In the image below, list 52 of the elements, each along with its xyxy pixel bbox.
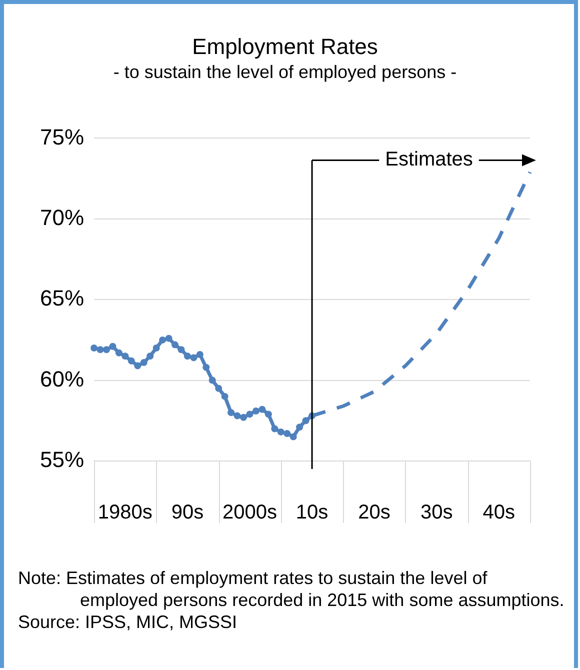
point [258, 406, 266, 413]
text: Note: Estimates of employment rates to sustain the level of employed persons recorded in 2015 with some assumptions. [18, 567, 566, 611]
x-tick-label: 2000s [222, 502, 277, 524]
annotation: Estimates [385, 148, 473, 171]
point [134, 362, 142, 370]
point [184, 352, 191, 360]
x-tick-label: 1980s [98, 502, 152, 524]
point [234, 412, 241, 420]
source-note: Source: IPSS, MIC, MGSSI [18, 611, 238, 633]
point [252, 407, 260, 414]
point [264, 410, 272, 418]
point [172, 341, 178, 348]
chart-subtitle: - to sustain the level of employed persons - [112, 62, 458, 83]
point [115, 349, 122, 356]
x-tick-label: 40s [482, 502, 515, 524]
point [146, 352, 154, 360]
point [96, 346, 104, 354]
point [221, 392, 228, 400]
point [165, 334, 172, 342]
chart-title: Employment Rates [191, 34, 379, 60]
point [178, 346, 185, 354]
point [128, 357, 135, 364]
point [240, 414, 248, 421]
point [277, 428, 284, 436]
point [122, 352, 129, 360]
point [215, 384, 222, 392]
point [271, 425, 278, 432]
point [284, 430, 291, 438]
point [208, 376, 216, 384]
x-tick-label: 10s [296, 502, 328, 524]
point [140, 359, 148, 366]
point [90, 344, 98, 352]
x-tick-label: 20s [358, 502, 390, 524]
point [102, 346, 110, 354]
y-tick-label: 65% [40, 286, 84, 311]
point [202, 364, 210, 371]
point [159, 336, 166, 344]
point [228, 409, 235, 416]
point [190, 354, 198, 362]
point [296, 424, 304, 431]
point [302, 417, 310, 424]
x-tick-label: 90s [171, 502, 204, 524]
y-tick-label: 70% [40, 204, 84, 230]
point [290, 433, 297, 440]
point [109, 342, 116, 350]
point [152, 344, 160, 352]
point [246, 410, 254, 418]
y-tick-label: 55% [40, 447, 84, 472]
y-tick-label: 75% [40, 124, 84, 150]
x-tick-label: 30s [420, 502, 453, 524]
y-tick-label: 60% [40, 366, 84, 392]
point [196, 350, 204, 358]
